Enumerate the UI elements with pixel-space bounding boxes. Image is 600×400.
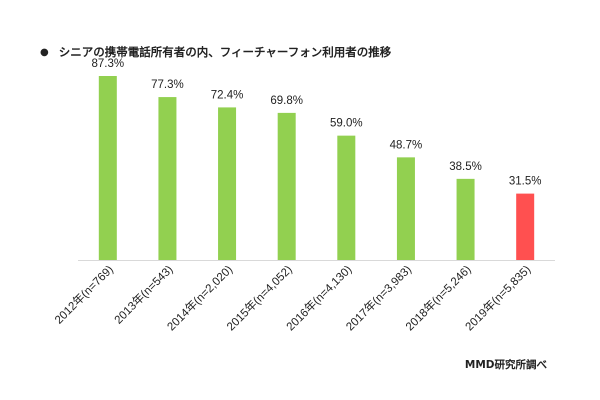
bar-value-label: 87.3% xyxy=(92,58,125,70)
title-bullet: ● xyxy=(40,46,49,58)
bar-value-label: 77.3% xyxy=(151,79,184,91)
bar xyxy=(456,178,475,260)
chart-title-text: シニアの携帯電話所有者の内、フィーチャーフォン利用者の推移 xyxy=(58,45,392,59)
bar-value-label: 48.7% xyxy=(390,139,423,151)
bar xyxy=(277,112,296,260)
bar xyxy=(98,76,117,260)
source-note: MMD研究所調べ xyxy=(464,359,547,371)
bar-value-label: 31.5% xyxy=(509,176,542,188)
bar xyxy=(218,107,237,260)
bar xyxy=(396,157,415,260)
bar-value-label: 38.5% xyxy=(449,161,482,173)
bar xyxy=(158,97,177,260)
bar-value-label: 69.8% xyxy=(270,95,303,107)
x-tick-label: 2013年(n=543) xyxy=(111,262,175,326)
bar-value-label: 59.0% xyxy=(330,118,363,130)
chart-title: ● シニアの携帯電話所有者の内、フィーチャーフォン利用者の推移 xyxy=(40,44,391,60)
bar-value-label: 72.4% xyxy=(211,89,244,101)
bar xyxy=(516,193,535,260)
x-tick-label: 2012年(n=769) xyxy=(52,262,116,326)
bar xyxy=(337,135,356,260)
